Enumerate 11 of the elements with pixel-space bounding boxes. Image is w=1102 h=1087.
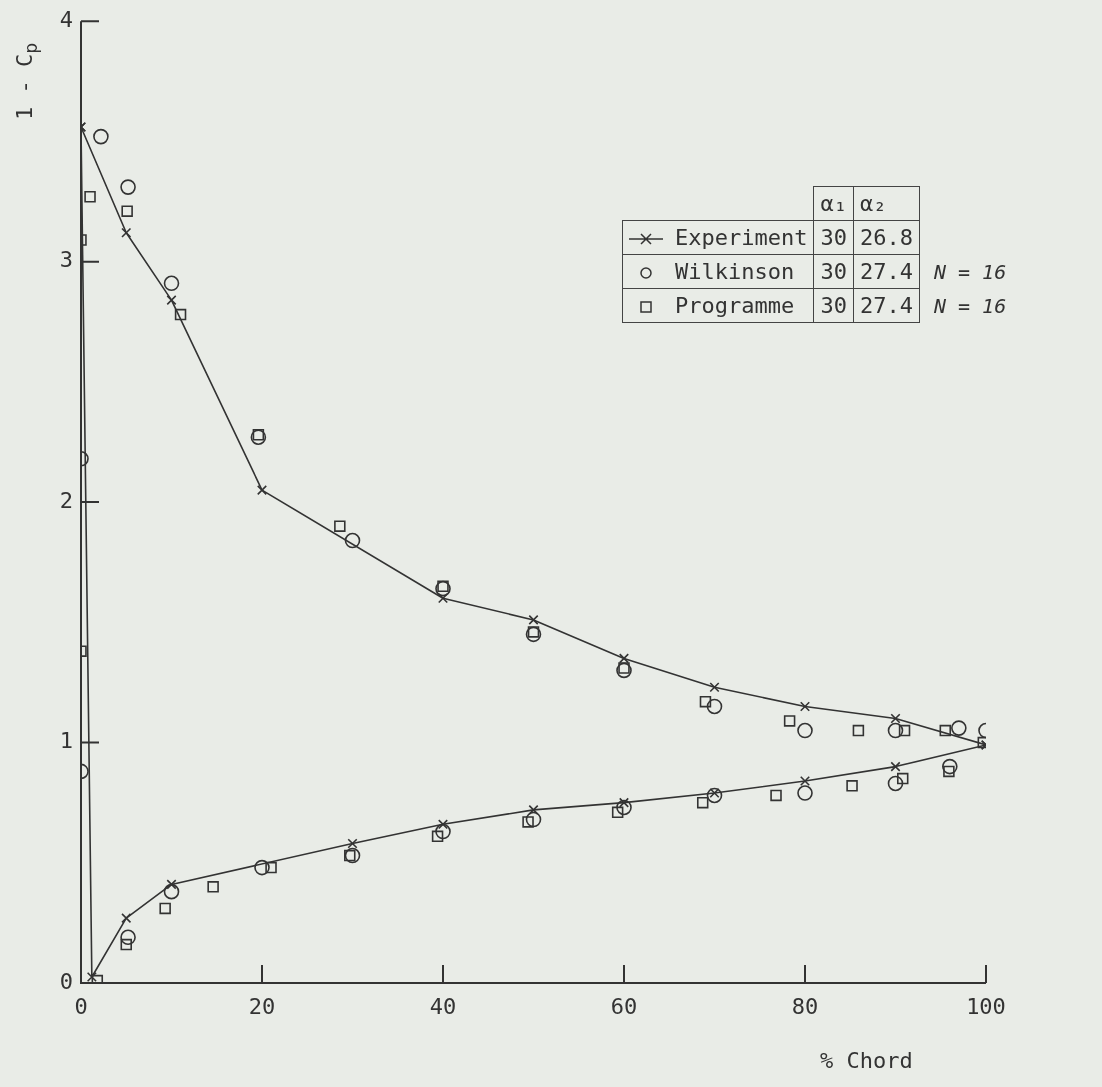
x-axis-title: % Chord bbox=[820, 1048, 913, 1073]
y-tick-label: 0 bbox=[59, 968, 73, 994]
y-tick-label: 4 bbox=[59, 6, 73, 32]
y-tick-label: 2 bbox=[59, 487, 73, 513]
y-tick-label: 1 bbox=[59, 728, 73, 754]
x-tick-label: 80 bbox=[791, 993, 819, 1019]
y-tick-label: 3 bbox=[59, 247, 73, 273]
x-tick-label: 40 bbox=[429, 993, 457, 1019]
x-tick-label: 20 bbox=[248, 993, 276, 1019]
x-tick-label: 60 bbox=[610, 993, 638, 1019]
x-tick-label: 100 bbox=[966, 993, 1006, 1019]
